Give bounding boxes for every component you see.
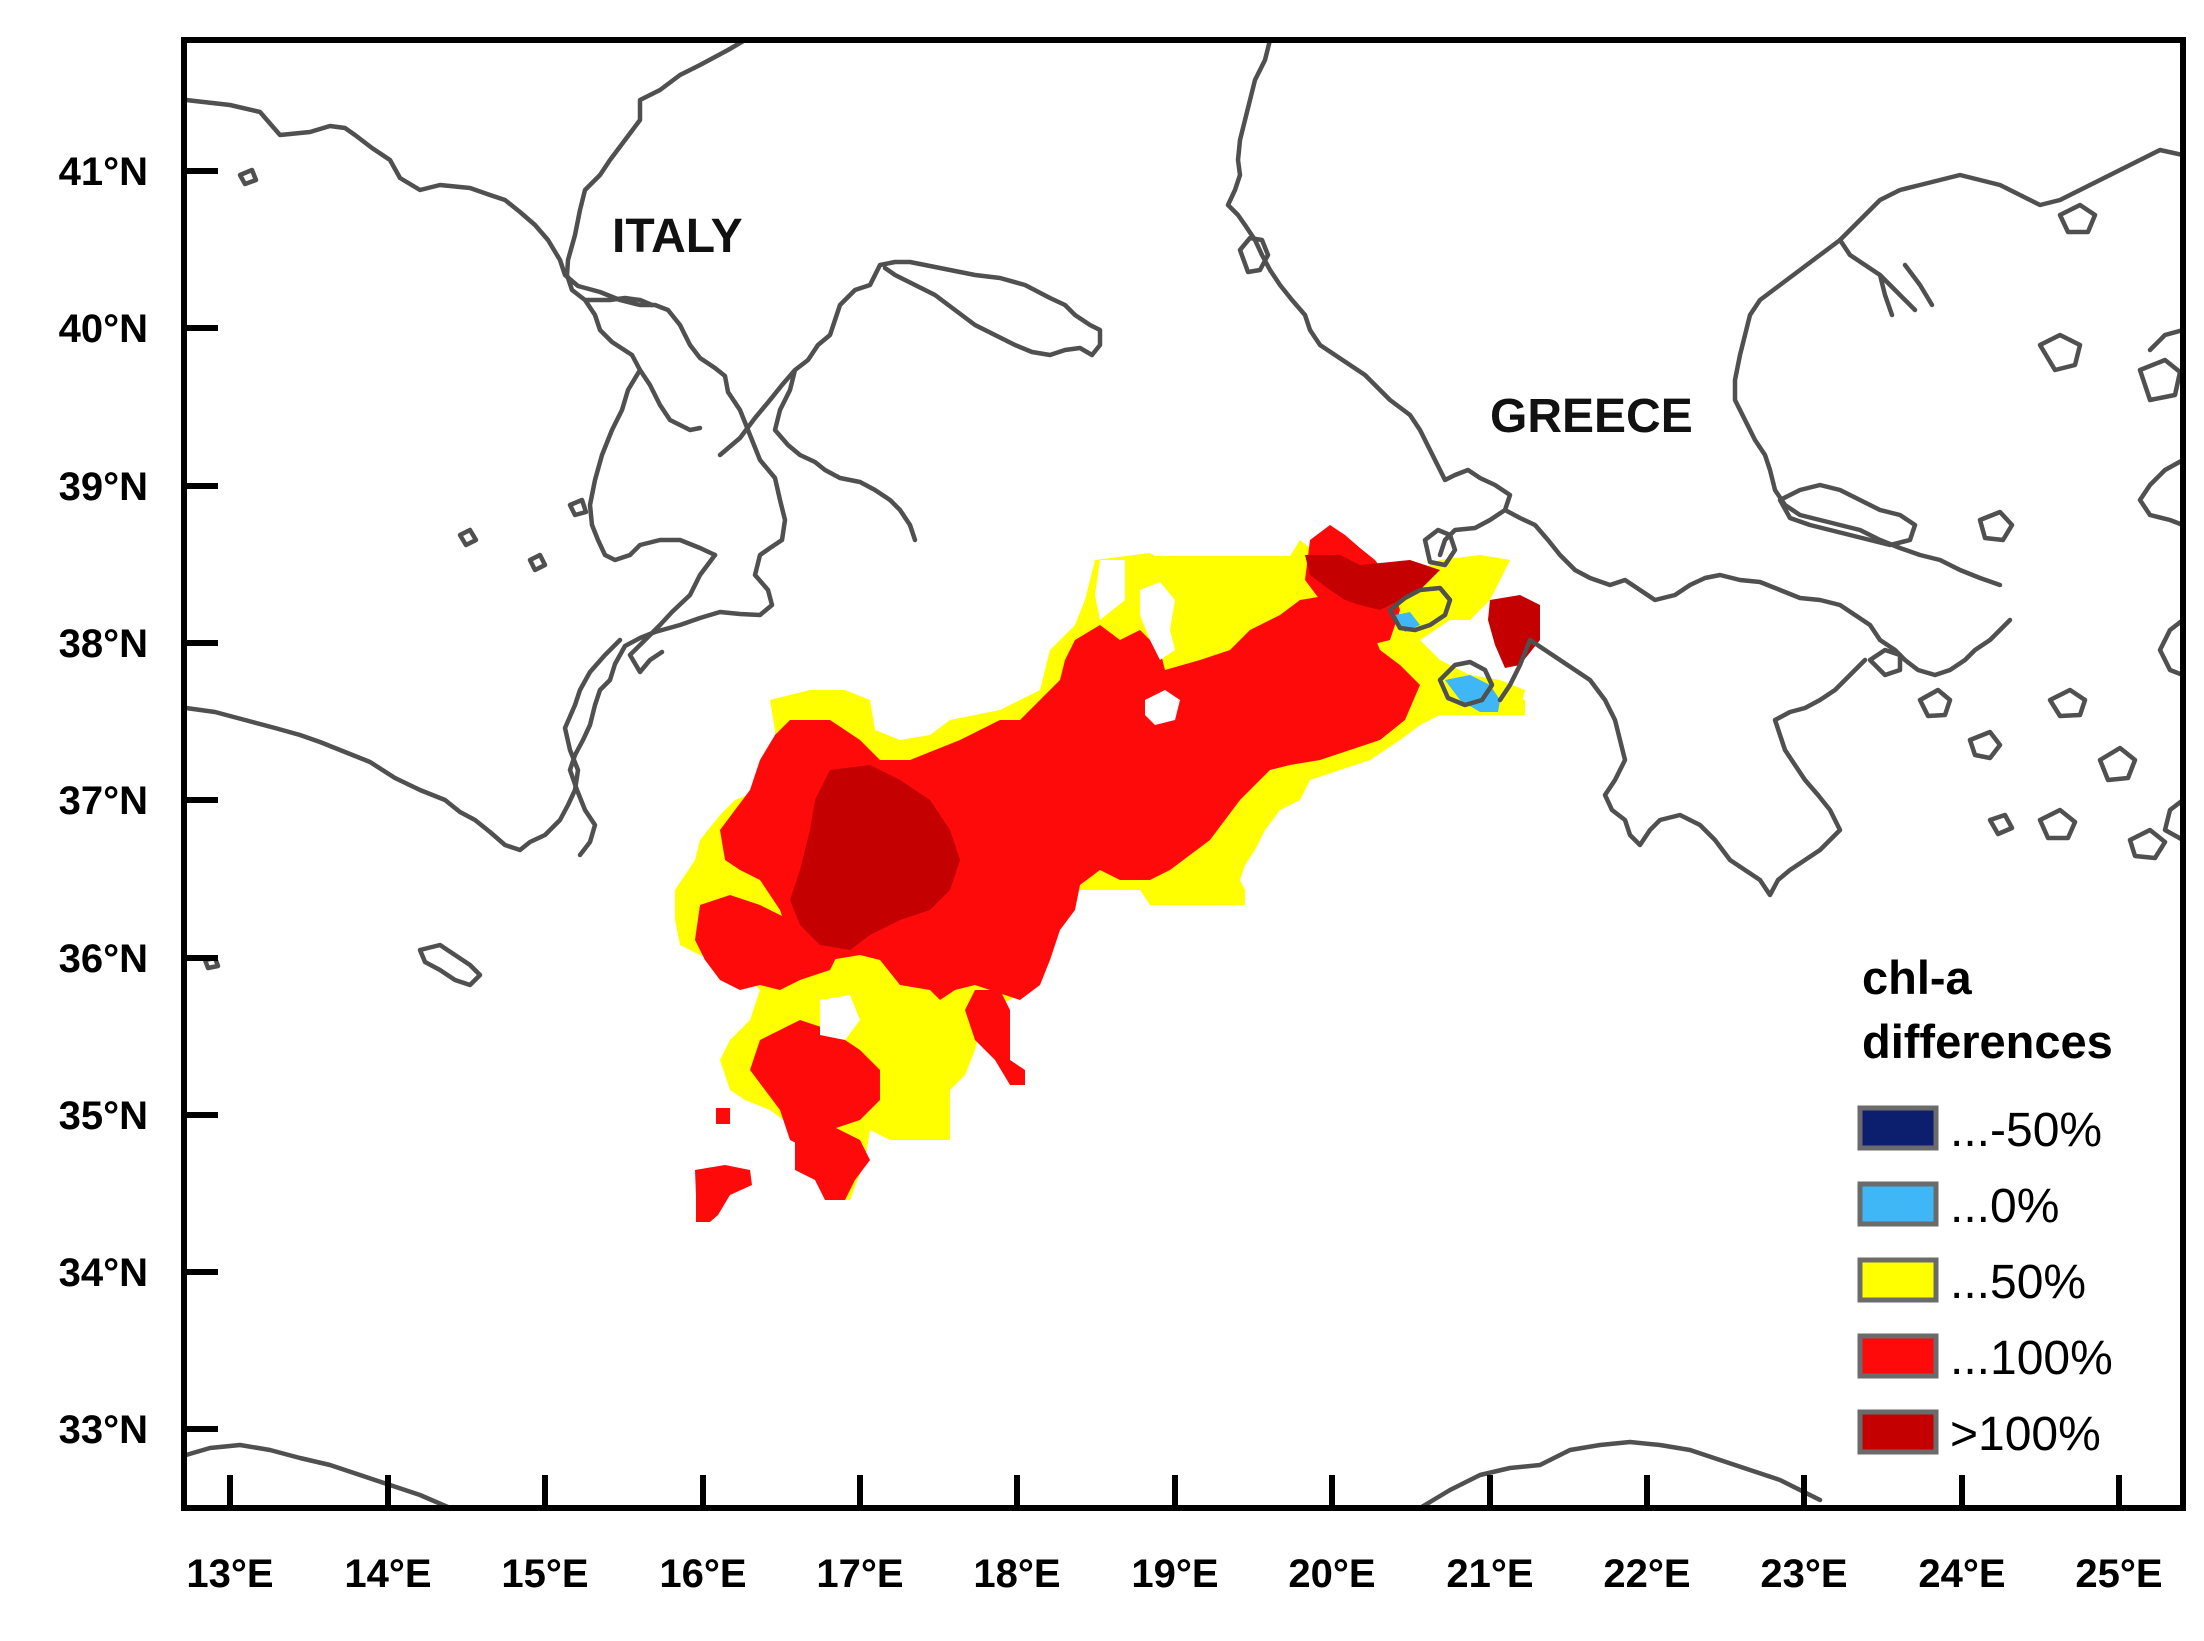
y-tick-label: 34°N bbox=[59, 1251, 148, 1295]
patch-blue bbox=[1445, 675, 1500, 712]
coast-island-5 bbox=[2097, 745, 2138, 783]
coast-italy-heel bbox=[717, 259, 1103, 543]
x-tick-label: 17°E bbox=[816, 1552, 903, 1596]
coast-islet-1 bbox=[237, 167, 259, 187]
gap-4 bbox=[1095, 560, 1125, 620]
x-tick-label: 21°E bbox=[1446, 1552, 1533, 1596]
coast-zakynthos bbox=[1437, 659, 1495, 708]
coast-sicily bbox=[184, 637, 623, 853]
coast-island-lesbos bbox=[2137, 357, 2183, 403]
legend-swatch bbox=[1857, 1333, 1939, 1379]
coast-corfu bbox=[1237, 235, 1271, 275]
x-tick-label: 14°E bbox=[344, 1552, 431, 1596]
coast-greece-mainland bbox=[1502, 507, 2013, 678]
coast-islet-2 bbox=[457, 527, 479, 548]
coast-calabria bbox=[627, 552, 718, 675]
coast-kefalonia bbox=[1387, 585, 1453, 633]
legend-title-line1: chl-a bbox=[1862, 951, 1973, 1004]
legend-item: ...100% bbox=[1857, 1332, 2113, 1385]
coast-island-1 bbox=[1867, 647, 1903, 678]
legend-item: ...-50% bbox=[1857, 1104, 2102, 1157]
legend: chl-a differences ...-50% ...0% ...50% .… bbox=[1857, 951, 2113, 1461]
coast-islet-3 bbox=[527, 552, 548, 573]
legend-swatch bbox=[1857, 1181, 1939, 1227]
x-tick-label: 24°E bbox=[1918, 1552, 2005, 1596]
coast-malta bbox=[417, 942, 483, 988]
legend-swatch bbox=[1857, 1409, 1939, 1455]
patch-darkred-core bbox=[790, 765, 960, 950]
x-tick-label: 18°E bbox=[973, 1552, 1060, 1596]
chl-a-anomaly-area bbox=[675, 525, 1540, 1222]
legend-item-label: ...50% bbox=[1950, 1256, 2086, 1309]
coast-peloponnese bbox=[1497, 637, 1868, 898]
legend-item-label: ...-50% bbox=[1950, 1104, 2102, 1157]
y-tick-label: 35°N bbox=[59, 1094, 148, 1138]
patch-red-south-2 bbox=[965, 990, 1025, 1085]
legend-item: >100% bbox=[1857, 1408, 2101, 1461]
y-tick-label: 37°N bbox=[59, 779, 148, 823]
y-tick-label: 40°N bbox=[59, 307, 148, 351]
y-tick-label: 39°N bbox=[59, 465, 148, 509]
patch-red-sw bbox=[695, 895, 840, 990]
gap-1 bbox=[1145, 690, 1180, 725]
x-tick-label: 23°E bbox=[1760, 1552, 1847, 1596]
label-greece: GREECE bbox=[1490, 390, 1693, 443]
legend-swatch bbox=[1857, 1257, 1939, 1303]
legend-item-label: ...100% bbox=[1950, 1332, 2113, 1385]
gap-3 bbox=[820, 995, 860, 1040]
coast-island-thassos bbox=[2057, 202, 2098, 235]
coast-lefkada bbox=[1422, 527, 1458, 568]
coast-italy-west bbox=[184, 97, 788, 858]
legend-title-line2: differences bbox=[1862, 1015, 2113, 1068]
patch-red-south bbox=[750, 1020, 880, 1150]
y-tick-label: 33°N bbox=[59, 1408, 148, 1452]
coast-island-lemnos bbox=[2037, 332, 2083, 373]
legend-item: ...50% bbox=[1857, 1256, 2086, 1309]
x-tick-label: 16°E bbox=[659, 1552, 746, 1596]
patch-blue-2 bbox=[1395, 612, 1420, 632]
y-tick-label: 41°N bbox=[59, 150, 148, 194]
x-tick-label: 20°E bbox=[1288, 1552, 1375, 1596]
patch-red-west-small bbox=[695, 1165, 752, 1222]
legend-swatch bbox=[1857, 1105, 1939, 1151]
coast-albania-greece bbox=[1225, 40, 1513, 558]
coast-island-3 bbox=[1967, 729, 2003, 761]
coast-island-6 bbox=[2037, 807, 2078, 841]
gap-2 bbox=[1140, 582, 1175, 660]
coast-islet-4 bbox=[567, 497, 589, 518]
x-tick-label: 15°E bbox=[501, 1552, 588, 1596]
patch-red-dot bbox=[716, 1108, 730, 1124]
legend-item-label: ...0% bbox=[1950, 1180, 2059, 1233]
coast-island-7 bbox=[1987, 812, 2015, 837]
label-italy: ITALY bbox=[612, 210, 743, 263]
x-tick-label: 25°E bbox=[2075, 1552, 2162, 1596]
y-tick-label: 36°N bbox=[59, 937, 148, 981]
legend-item-label: >100% bbox=[1950, 1408, 2101, 1461]
x-tick-label: 22°E bbox=[1603, 1552, 1690, 1596]
legend-item: ...0% bbox=[1857, 1180, 2059, 1233]
coast-chalkidiki bbox=[1837, 237, 1935, 318]
coast-island-4 bbox=[2047, 687, 2088, 719]
coast-evia bbox=[1777, 482, 1918, 548]
coast-italy-east bbox=[564, 40, 748, 563]
coast-aegean-north bbox=[1732, 147, 2183, 588]
coast-island-2 bbox=[1917, 687, 1953, 719]
coast-island-8 bbox=[2127, 827, 2168, 861]
x-axis: 13°E 14°E 15°E 16°E 17°E 18°E 19°E 20°E … bbox=[186, 1475, 2163, 1596]
map-frame bbox=[181, 37, 2186, 1511]
x-tick-label: 13°E bbox=[186, 1552, 273, 1596]
patch-red-bottom bbox=[795, 1125, 870, 1200]
x-tick-label: 19°E bbox=[1131, 1552, 1218, 1596]
coast-libya-east bbox=[1417, 1439, 1823, 1508]
y-tick-label: 38°N bbox=[59, 622, 148, 666]
coast-libya-west bbox=[184, 1442, 453, 1508]
y-axis: 41°N 40°N 39°N 38°N 37°N 36°N 35°N 34°N … bbox=[59, 150, 218, 1452]
coast-island-skyros bbox=[1977, 509, 2015, 543]
coast-east-edge bbox=[2137, 327, 2183, 843]
coastlines bbox=[184, 40, 2183, 1508]
